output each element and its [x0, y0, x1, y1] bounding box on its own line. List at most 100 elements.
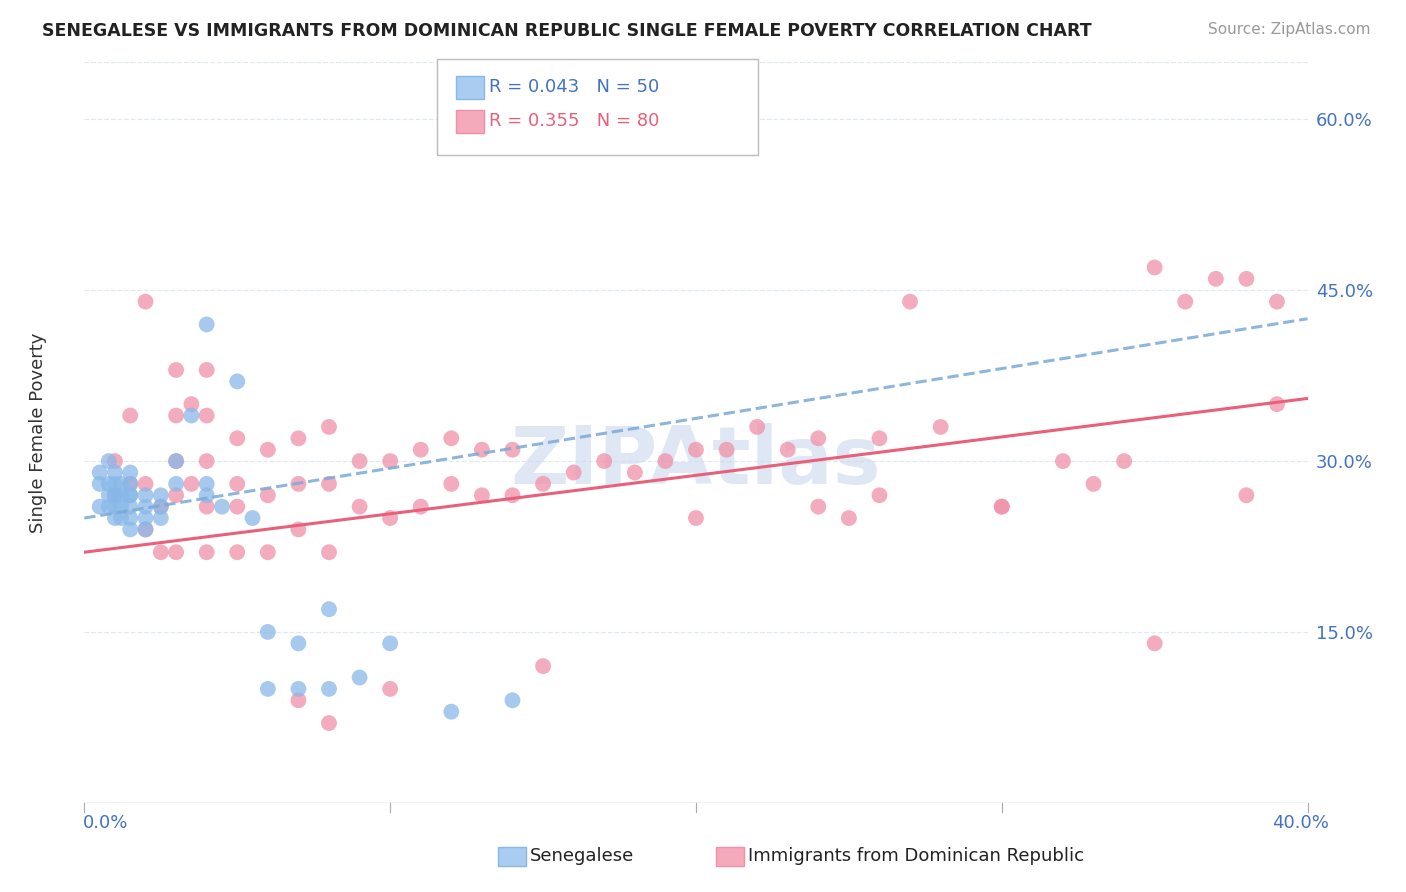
Point	[195, 318, 218, 332]
Point	[149, 511, 172, 525]
Point	[409, 442, 432, 457]
Point	[120, 500, 142, 514]
Point	[991, 500, 1014, 514]
Point	[776, 442, 799, 457]
Point	[1114, 454, 1136, 468]
Point	[1236, 272, 1258, 286]
Point	[1143, 636, 1166, 650]
Text: ZIPAtlas: ZIPAtlas	[510, 423, 882, 501]
Point	[1236, 488, 1258, 502]
Point	[104, 466, 127, 480]
Point	[685, 511, 707, 525]
Point	[97, 476, 120, 491]
Point	[380, 454, 402, 468]
Point	[1265, 294, 1288, 309]
Point	[898, 294, 921, 309]
Point	[110, 476, 132, 491]
Point	[318, 602, 340, 616]
Point	[97, 454, 120, 468]
Point	[257, 442, 280, 457]
Point	[593, 454, 616, 468]
Point	[135, 476, 157, 491]
Point	[502, 442, 524, 457]
Point	[104, 488, 127, 502]
Point	[110, 511, 132, 525]
Point	[318, 545, 340, 559]
Point	[624, 466, 647, 480]
Point	[1083, 476, 1105, 491]
Point	[502, 693, 524, 707]
Point	[380, 636, 402, 650]
Point	[104, 454, 127, 468]
Text: SENEGALESE VS IMMIGRANTS FROM DOMINICAN REPUBLIC SINGLE FEMALE POVERTY CORRELATI: SENEGALESE VS IMMIGRANTS FROM DOMINICAN …	[42, 22, 1092, 40]
Point	[1174, 294, 1197, 309]
Point	[89, 500, 111, 514]
Point	[180, 409, 202, 423]
Point	[226, 500, 249, 514]
Point	[471, 488, 494, 502]
Point	[1052, 454, 1074, 468]
Point	[149, 488, 172, 502]
Text: Single Female Poverty: Single Female Poverty	[30, 333, 46, 533]
Point	[195, 454, 218, 468]
Point	[135, 523, 157, 537]
Point	[180, 476, 202, 491]
Point	[165, 363, 187, 377]
Point	[257, 488, 280, 502]
Point	[991, 500, 1014, 514]
Point	[110, 500, 132, 514]
Point	[89, 476, 111, 491]
Point	[869, 488, 891, 502]
Point	[120, 488, 142, 502]
Point	[287, 693, 309, 707]
Point	[380, 511, 402, 525]
Point	[104, 488, 127, 502]
Point	[318, 716, 340, 731]
Point	[120, 523, 142, 537]
Text: 0.0%: 0.0%	[83, 814, 128, 831]
Point	[195, 500, 218, 514]
Point	[120, 476, 142, 491]
Point	[257, 681, 280, 696]
Point	[654, 454, 676, 468]
Text: Immigrants from Dominican Republic: Immigrants from Dominican Republic	[748, 847, 1084, 865]
Point	[195, 409, 218, 423]
Text: 40.0%: 40.0%	[1272, 814, 1329, 831]
Text: Source: ZipAtlas.com: Source: ZipAtlas.com	[1208, 22, 1371, 37]
Point	[165, 488, 187, 502]
Point	[929, 420, 952, 434]
Text: Senegalese: Senegalese	[530, 847, 634, 865]
Point	[531, 476, 554, 491]
Point	[97, 500, 120, 514]
Text: R = 0.043   N = 50: R = 0.043 N = 50	[489, 78, 659, 96]
Point	[716, 442, 738, 457]
Point	[440, 431, 463, 445]
Point	[531, 659, 554, 673]
Point	[149, 545, 172, 559]
Point	[349, 454, 371, 468]
Point	[869, 431, 891, 445]
Point	[135, 511, 157, 525]
Point	[195, 488, 218, 502]
Point	[257, 545, 280, 559]
Point	[195, 545, 218, 559]
Point	[838, 511, 860, 525]
Point	[104, 488, 127, 502]
Point	[165, 545, 187, 559]
Point	[318, 420, 340, 434]
Point	[104, 500, 127, 514]
Point	[104, 476, 127, 491]
Point	[440, 705, 463, 719]
Point	[226, 476, 249, 491]
Point	[135, 294, 157, 309]
Point	[747, 420, 769, 434]
Point	[149, 500, 172, 514]
Point	[1205, 272, 1227, 286]
Point	[349, 671, 371, 685]
Point	[165, 476, 187, 491]
Point	[257, 624, 280, 639]
Point	[1265, 397, 1288, 411]
Point	[287, 476, 309, 491]
Point	[180, 397, 202, 411]
Point	[195, 476, 218, 491]
